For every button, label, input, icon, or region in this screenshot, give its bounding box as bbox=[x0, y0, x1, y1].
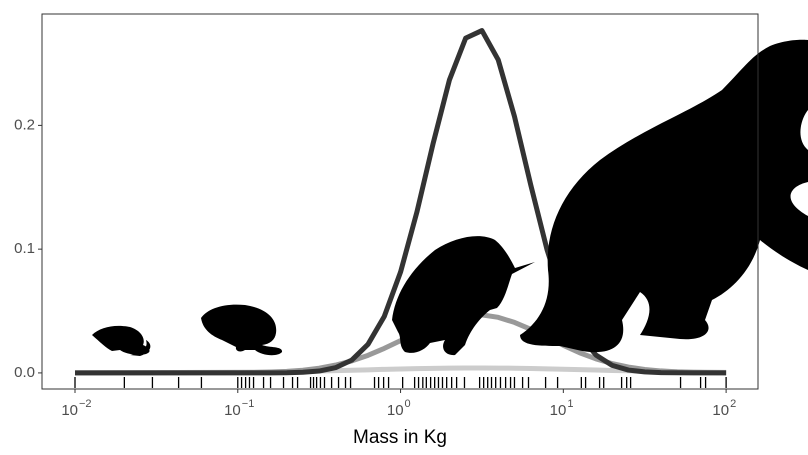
y-tick-label: 0.2 bbox=[14, 116, 35, 133]
y-tick-label: 0.0 bbox=[14, 364, 35, 381]
y-tick-label: 0.1 bbox=[14, 240, 35, 257]
axes: 0.00.10.210 −2 10 −1 10 0 10 1 10 2 bbox=[14, 13, 759, 419]
x-tick-label: 10 bbox=[387, 402, 404, 419]
x-tick-exponent: 2 bbox=[730, 398, 736, 410]
x-tick-exponent: 1 bbox=[567, 398, 573, 410]
x-tick-exponent: −2 bbox=[79, 398, 92, 410]
mouse-silhouette bbox=[92, 325, 151, 356]
x-axis-title: Mass in Kg bbox=[353, 427, 447, 448]
x-tick-label: 10 bbox=[61, 402, 78, 419]
echidna-silhouette bbox=[392, 236, 535, 356]
x-tick-exponent: 0 bbox=[405, 398, 411, 410]
bear-silhouette bbox=[520, 39, 808, 353]
x-tick-label: 10 bbox=[224, 402, 241, 419]
x-tick-label: 10 bbox=[550, 402, 567, 419]
x-tick-label: 10 bbox=[712, 402, 729, 419]
density-line bbox=[75, 28, 727, 376]
panel-border bbox=[41, 13, 759, 390]
vole-silhouette bbox=[201, 304, 283, 356]
x-tick-exponent: −1 bbox=[242, 398, 255, 410]
animal-silhouettes bbox=[92, 39, 808, 356]
